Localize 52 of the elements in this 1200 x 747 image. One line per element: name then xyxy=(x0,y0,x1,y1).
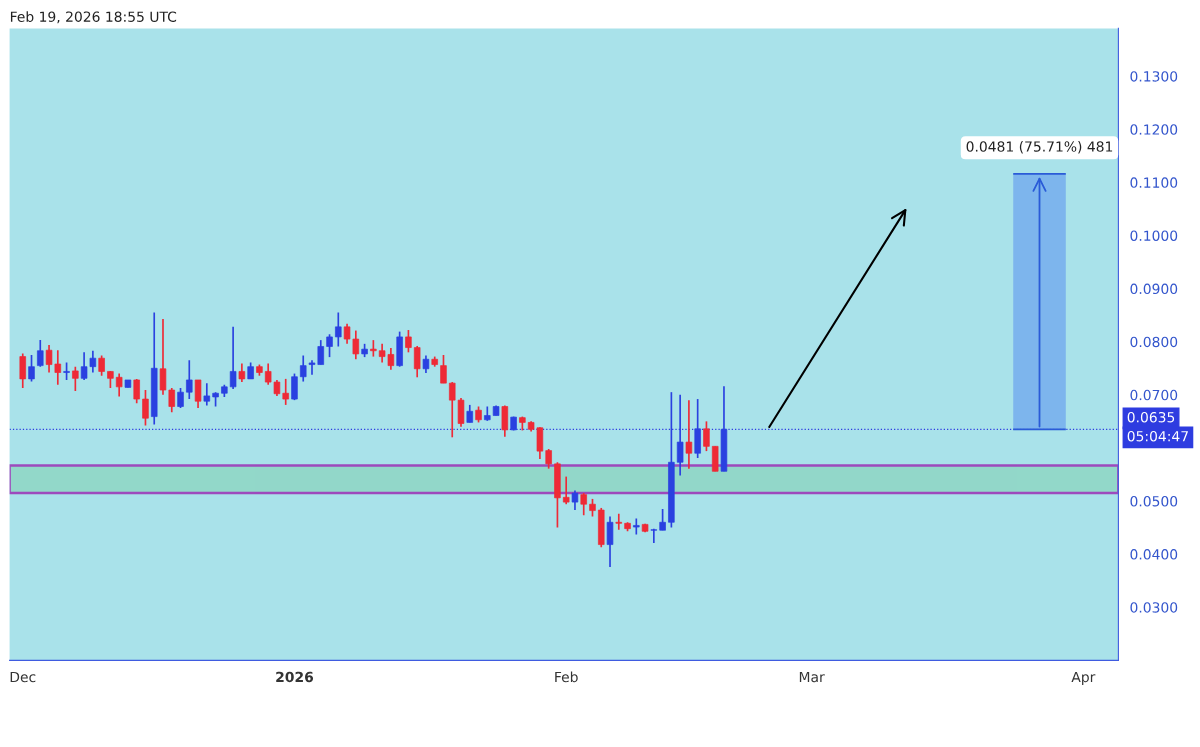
y-tick-label: 0.0900 xyxy=(1130,283,1178,295)
y-tick-label: 0.0700 xyxy=(1130,389,1178,401)
y-tick-label: 0.0500 xyxy=(1130,496,1178,507)
candlestick xyxy=(326,333,333,358)
candlestick xyxy=(186,359,193,400)
candlestick xyxy=(659,508,666,532)
candlestick xyxy=(238,362,246,383)
x-tick-label: Mar xyxy=(799,671,825,683)
candlestick xyxy=(98,354,105,377)
candlestick xyxy=(571,489,579,511)
candlestick xyxy=(501,404,509,438)
x-tick-label: 2026 xyxy=(276,671,314,683)
candlestick xyxy=(562,475,570,506)
data-label: 0.0481 (75.71%) 481 xyxy=(966,141,1113,154)
candlestick xyxy=(142,389,149,427)
candlestick xyxy=(413,345,421,379)
candlestick xyxy=(37,339,44,368)
candlestick xyxy=(299,354,307,383)
candlestick xyxy=(545,448,552,470)
y-tick-label: 0.1200 xyxy=(1130,124,1178,135)
candlestick xyxy=(19,352,26,389)
candlestick xyxy=(282,378,289,406)
candlestick xyxy=(685,399,693,470)
y-tick-label: 0.0800 xyxy=(1130,336,1178,348)
candlestick xyxy=(650,527,658,544)
candlestick xyxy=(703,420,710,452)
candlestick xyxy=(194,379,202,409)
candlestick xyxy=(203,382,211,407)
candlestick xyxy=(133,378,140,405)
y-tick-label: 0.1300 xyxy=(1130,71,1178,82)
candlestick xyxy=(405,329,412,354)
text: 05:04:47 xyxy=(1127,430,1188,442)
x-tick-label: Dec xyxy=(10,671,36,683)
y-tick-label: 0.1000 xyxy=(1130,230,1178,241)
candlestick xyxy=(580,492,587,517)
candlestick xyxy=(115,372,123,398)
y-tick-label: 0.0400 xyxy=(1130,549,1178,560)
candlestick xyxy=(72,365,79,392)
x-tick-label: Apr xyxy=(1071,671,1096,685)
x-tick-label: Feb xyxy=(555,671,578,683)
candlestick xyxy=(291,372,298,401)
candlestick xyxy=(615,512,623,531)
candlestick xyxy=(440,354,447,384)
y-tick-label: 0.0300 xyxy=(1130,602,1178,613)
candlestick xyxy=(606,515,614,568)
candlestick xyxy=(177,387,184,409)
ref-line-label: 0.0635 xyxy=(1127,411,1175,423)
candlestick xyxy=(229,326,237,390)
candlestick xyxy=(28,354,35,383)
text: Feb 19, 2026 18:55 UTC xyxy=(10,11,177,24)
candlestick xyxy=(335,311,342,348)
y-tick-label: 0.1100 xyxy=(1130,177,1178,188)
